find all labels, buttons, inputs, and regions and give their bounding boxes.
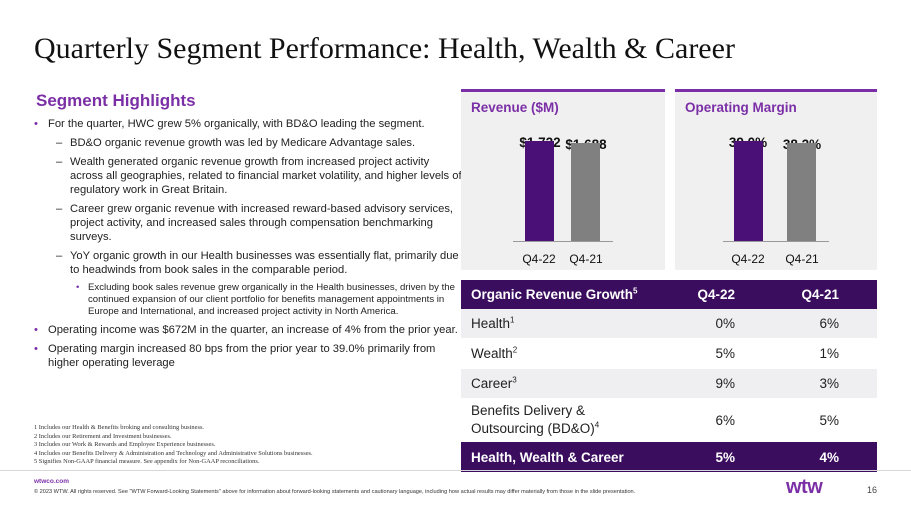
revenue-x-label-q422: Q4-22 — [522, 252, 556, 266]
highlight-item: Wealth generated organic revenue growth … — [34, 155, 462, 197]
highlight-item: BD&O organic revenue growth was led by M… — [34, 136, 462, 150]
table-row: Career3 9% 3% — [461, 368, 877, 399]
page-title: Quarterly Segment Performance: Health, W… — [34, 32, 735, 65]
footnote: 2 Includes our Retirement and Investment… — [34, 432, 172, 440]
revenue-chart-title: Revenue ($M) — [471, 100, 559, 115]
row-q421: 1% — [769, 338, 877, 369]
table-total-row: Health, Wealth & Career 5% 4% — [461, 441, 877, 472]
footnote: 5 Signifies Non-GAAP financial measure. … — [34, 458, 260, 466]
highlights-list: For the quarter, HWC grew 5% organically… — [34, 117, 462, 375]
highlight-item: Operating margin increased 80 bps from t… — [34, 342, 462, 370]
row-q422: 9% — [655, 368, 769, 399]
table-header-metric: Organic Revenue Growth5 — [461, 280, 655, 309]
margin-axis — [723, 241, 829, 242]
footnote: 1 Includes our Health & Benefits broking… — [34, 424, 205, 431]
highlights-heading: Segment Highlights — [36, 91, 196, 110]
footnote: 4 Includes our Benefits Delivery & Admin… — [34, 449, 313, 457]
margin-x-label-q422: Q4-22 — [731, 252, 765, 266]
row-q422: 5% — [655, 338, 769, 369]
margin-bar-q421 — [787, 143, 816, 241]
row-label: Career3 — [461, 368, 655, 399]
footer-legal-text: © 2023 WTW. All rights reserved. See "WT… — [34, 489, 636, 495]
highlight-item: For the quarter, HWC grew 5% organically… — [34, 117, 462, 131]
footnote: 3 Includes our Work & Rewards and Employ… — [34, 441, 216, 449]
row-q421: 5% — [769, 398, 877, 442]
table-header-q421: Q4-21 — [769, 280, 877, 309]
table-row: Health1 0% 6% — [461, 309, 877, 339]
highlight-item: Career grew organic revenue with increas… — [34, 202, 462, 244]
footnotes: 1 Includes our Health & Benefits broking… — [34, 424, 313, 467]
total-q421: 4% — [769, 441, 877, 472]
revenue-chart-panel: Revenue ($M) $1,722 $1,688 Q4-22 Q4-21 — [461, 89, 665, 270]
table-header-row: Organic Revenue Growth5 Q4-22 Q4-21 — [461, 280, 877, 309]
table-row: Wealth2 5% 1% — [461, 338, 877, 369]
total-label: Health, Wealth & Career — [461, 441, 655, 472]
total-q422: 5% — [655, 441, 769, 472]
revenue-bar-q421 — [571, 142, 600, 241]
footer-divider — [0, 470, 911, 471]
revenue-axis — [513, 241, 613, 242]
table-row: Benefits Delivery & Outsourcing (BD&O)4 … — [461, 398, 877, 442]
footer-site-link[interactable]: wtwco.com — [34, 478, 70, 485]
revenue-bar-q422 — [525, 141, 554, 241]
margin-bar-q422 — [734, 141, 763, 241]
row-label: Wealth2 — [461, 338, 655, 369]
highlight-item: Excluding book sales revenue grew organi… — [34, 282, 462, 318]
table-header-q422: Q4-22 — [655, 280, 769, 309]
row-q422: 6% — [655, 398, 769, 442]
row-q421: 6% — [769, 309, 877, 339]
page-number: 16 — [867, 485, 878, 495]
margin-x-label-q421: Q4-21 — [785, 252, 819, 266]
revenue-x-label-q421: Q4-21 — [569, 252, 603, 266]
highlight-item: YoY organic growth in our Health busines… — [34, 249, 462, 277]
highlight-item: Operating income was $672M in the quarte… — [34, 323, 462, 337]
row-q422: 0% — [655, 309, 769, 339]
organic-growth-table: Organic Revenue Growth5 Q4-22 Q4-21 Heal… — [461, 280, 877, 472]
margin-chart-panel: Operating Margin 39.0% 38.2% Q4-22 Q4-21 — [675, 89, 877, 270]
wtw-logo: wtw — [786, 476, 823, 498]
row-q421: 3% — [769, 368, 877, 399]
row-label: Health1 — [461, 309, 655, 339]
row-label: Benefits Delivery & Outsourcing (BD&O)4 — [461, 398, 655, 442]
margin-chart-title: Operating Margin — [685, 100, 797, 115]
